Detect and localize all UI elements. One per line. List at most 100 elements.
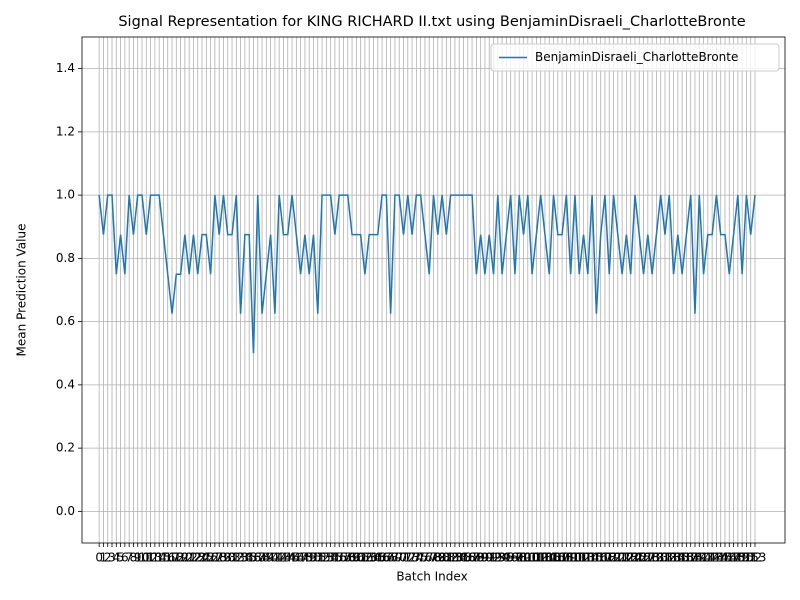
- x-tick-label: 46: [289, 551, 304, 565]
- x-tick-label: 119: [598, 551, 621, 565]
- x-tick-label: 133: [658, 551, 681, 565]
- x-tick-label: 20: [177, 551, 192, 565]
- x-tick-label: 130: [645, 551, 668, 565]
- x-tick-label: 59: [344, 551, 359, 565]
- x-tick-label: 39: [259, 551, 274, 565]
- x-tick-label: 24: [194, 551, 209, 565]
- x-tick-label: 96: [503, 551, 518, 565]
- x-tick-label: 44: [280, 551, 295, 565]
- x-tick-label: 53: [319, 551, 334, 565]
- x-tick-label: 125: [624, 551, 647, 565]
- y-tick-label: 0.4: [56, 377, 75, 391]
- x-tick-label: 21: [182, 551, 197, 565]
- x-tick-label: 111: [564, 551, 587, 565]
- x-tick-label: 48: [297, 551, 312, 565]
- x-tick-label: 1: [100, 551, 108, 565]
- x-tick-label: 29: [216, 551, 231, 565]
- x-tick-label: 55: [327, 551, 342, 565]
- x-tick-label: 129: [641, 551, 664, 565]
- x-tick-label: 57: [336, 551, 351, 565]
- x-tick-label: 94: [494, 551, 509, 565]
- x-tick-label: 95: [499, 551, 514, 565]
- x-tick-label: 105: [538, 551, 561, 565]
- x-tick-label: 30: [220, 551, 235, 565]
- y-tick-label: 0.2: [56, 441, 75, 455]
- x-tick-label: 7: [125, 551, 133, 565]
- x-tick-label: 17: [164, 551, 179, 565]
- x-tick-label: 131: [649, 551, 672, 565]
- x-tick-label: 5: [117, 551, 125, 565]
- x-tick-label: 80: [434, 551, 449, 565]
- x-tick-label: 136: [671, 551, 694, 565]
- x-tick-label: 16: [160, 551, 175, 565]
- x-tick-label: 115: [581, 551, 604, 565]
- x-tick-label: 120: [602, 551, 625, 565]
- x-tick-label: 127: [632, 551, 655, 565]
- x-tick-label: 35: [242, 551, 257, 565]
- x-tick-label: 41: [267, 551, 282, 565]
- x-tick-label: 75: [413, 551, 428, 565]
- x-tick-label: 89: [473, 551, 488, 565]
- x-tick-label: 8: [130, 551, 138, 565]
- x-tick-label: 2: [104, 551, 112, 565]
- x-tick-label: 145: [709, 551, 732, 565]
- x-tick-label: 148: [722, 551, 745, 565]
- x-tick-label: 42: [272, 551, 287, 565]
- y-tick-label: 0.8: [56, 251, 75, 265]
- x-tick-label: 28: [212, 551, 227, 565]
- x-tick-label: 99: [516, 551, 531, 565]
- x-tick-label: 47: [293, 551, 308, 565]
- x-tick-label: 135: [666, 551, 689, 565]
- x-tick-label: 150: [731, 551, 754, 565]
- x-tick-label: 152: [739, 551, 762, 565]
- x-tick-label: 63: [362, 551, 377, 565]
- x-tick-label: 34: [237, 551, 252, 565]
- x-tick-label: 98: [512, 551, 527, 565]
- x-tick-label: 40: [263, 551, 278, 565]
- x-tick-label: 76: [417, 551, 432, 565]
- x-tick-label: 12: [143, 551, 158, 565]
- x-tick-label: 56: [332, 551, 347, 565]
- x-tick-label: 104: [533, 551, 556, 565]
- x-tick-label: 43: [276, 551, 291, 565]
- x-tick-label: 134: [662, 551, 685, 565]
- axes-frame: [81, 36, 786, 544]
- x-tick-label: 121: [606, 551, 629, 565]
- x-tick-label: 14: [152, 551, 167, 565]
- x-tick-label: 142: [696, 551, 719, 565]
- x-tick-label: 26: [203, 551, 218, 565]
- x-tick-label: 139: [684, 551, 707, 565]
- x-tick-label: 82: [443, 551, 458, 565]
- x-tick-label: 58: [340, 551, 355, 565]
- x-tick-label: 36: [246, 551, 261, 565]
- x-tick-label: 92: [486, 551, 501, 565]
- x-tick-label: 73: [404, 551, 419, 565]
- x-tick-label: 107: [546, 551, 569, 565]
- x-tick-label: 153: [744, 551, 767, 565]
- x-tick-label: 113: [572, 551, 595, 565]
- x-tick-label: 81: [439, 551, 454, 565]
- x-axis-label: Batch Index: [396, 570, 467, 584]
- x-tick-label: 151: [735, 551, 758, 565]
- x-tick-label: 15: [156, 551, 171, 565]
- x-tick-label: 18: [169, 551, 184, 565]
- x-tick-label: 87: [464, 551, 479, 565]
- x-tick-label: 54: [323, 551, 338, 565]
- x-tick-label: 97: [507, 551, 522, 565]
- x-tick-label: 128: [636, 551, 659, 565]
- x-tick-label: 22: [186, 551, 201, 565]
- x-tick-label: 27: [207, 551, 222, 565]
- x-tick-label: 45: [284, 551, 299, 565]
- x-tick-label: 83: [447, 551, 462, 565]
- x-tick-label: 65: [370, 551, 385, 565]
- x-tick-label: 114: [576, 551, 599, 565]
- x-tick-label: 147: [718, 551, 741, 565]
- x-tick-label: 62: [357, 551, 372, 565]
- x-tick-label: 132: [654, 551, 677, 565]
- x-tick-label: 9: [134, 551, 142, 565]
- x-tick-label: 37: [250, 551, 265, 565]
- x-tick-label: 10: [134, 551, 149, 565]
- x-tick-label: 143: [701, 551, 724, 565]
- y-tick-label: 1.2: [56, 124, 75, 138]
